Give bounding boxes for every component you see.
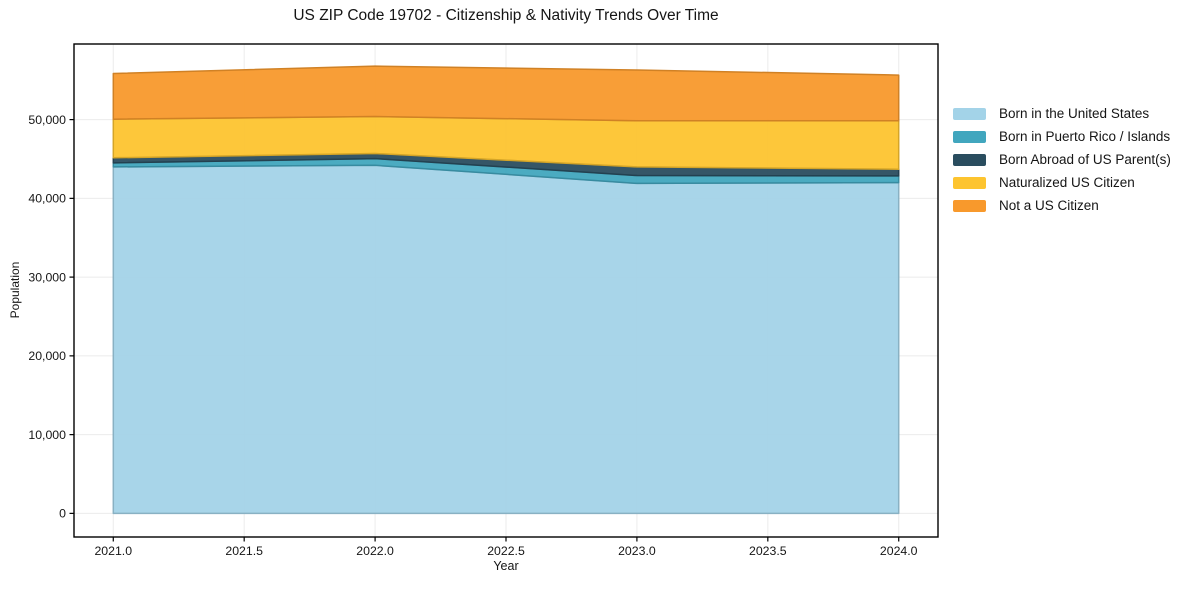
- legend-swatch-icon: [953, 153, 986, 166]
- y-tick-label: 0: [59, 507, 66, 521]
- legend-item: Born Abroad of US Parent(s): [953, 148, 1171, 171]
- legend-item: Naturalized US Citizen: [953, 171, 1171, 194]
- y-tick-label: 30,000: [28, 270, 66, 284]
- area-series-0: [112, 164, 900, 515]
- legend-item: Not a US Citizen: [953, 194, 1171, 217]
- y-tick-label: 20,000: [28, 349, 66, 363]
- y-tick-label: 50,000: [28, 113, 66, 127]
- area-series-4: [112, 65, 900, 122]
- x-tick-label: 2021.5: [225, 544, 263, 558]
- y-tick-label: 10,000: [28, 428, 66, 442]
- y-axis-label: Population: [8, 261, 22, 319]
- x-tick-label: 2022.5: [487, 544, 525, 558]
- legend-label: Naturalized US Citizen: [999, 175, 1135, 190]
- legend-swatch-icon: [953, 107, 986, 120]
- x-axis-label: Year: [493, 559, 519, 573]
- x-tick-label: 2021.0: [94, 544, 132, 558]
- legend-swatch-icon: [953, 130, 986, 143]
- legend-label: Not a US Citizen: [999, 198, 1099, 213]
- legend-label: Born in the United States: [999, 106, 1150, 121]
- x-tick-label: 2022.0: [356, 544, 394, 558]
- legend-swatch-icon: [953, 199, 986, 212]
- legend-label: Born Abroad of US Parent(s): [999, 152, 1171, 167]
- chart-title: US ZIP Code 19702 - Citizenship & Nativi…: [293, 7, 719, 24]
- legend-item: Born in Puerto Rico / Islands: [953, 125, 1171, 148]
- y-tick-label: 40,000: [28, 192, 66, 206]
- x-tick-label: 2024.0: [880, 544, 918, 558]
- legend-label: Born in Puerto Rico / Islands: [999, 129, 1171, 144]
- legend-item: Born in the United States: [953, 102, 1171, 125]
- legend: Born in the United States Born in Puerto …: [953, 102, 1171, 217]
- legend-swatch-icon: [953, 176, 986, 189]
- x-tick-label: 2023.5: [749, 544, 787, 558]
- x-tick-label: 2023.0: [618, 544, 656, 558]
